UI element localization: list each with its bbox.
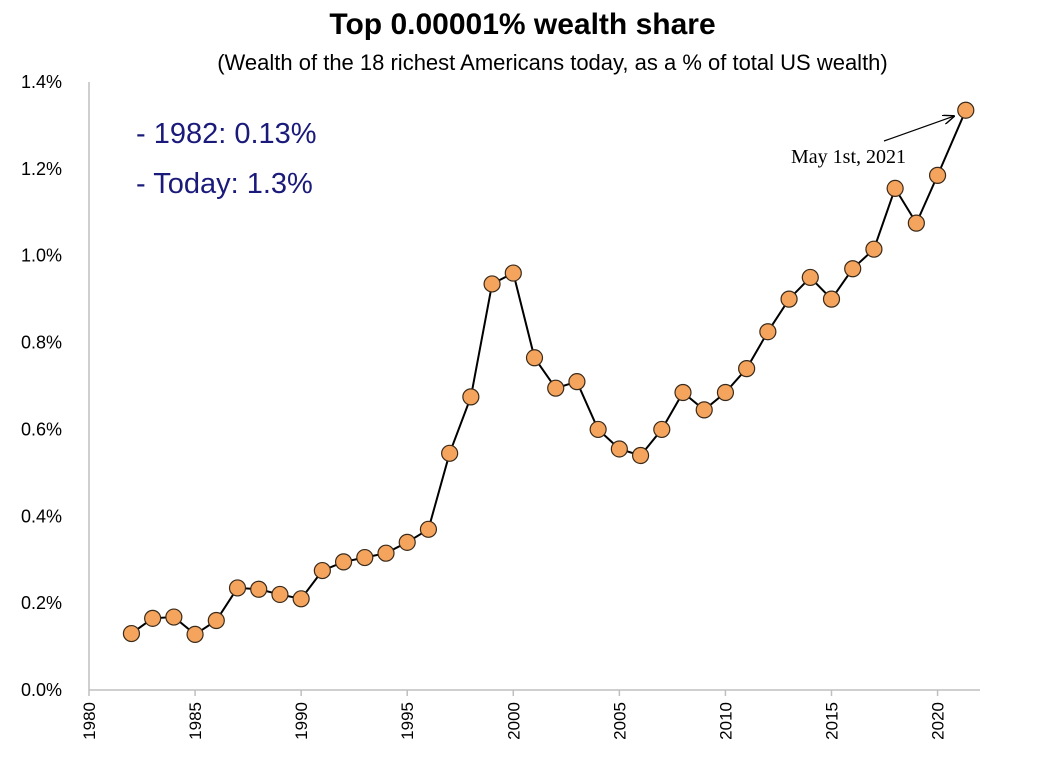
data-point <box>144 609 162 627</box>
data-point <box>759 323 777 341</box>
data-point <box>653 420 671 439</box>
y-tick-label: 1.2% <box>21 159 62 179</box>
data-point <box>695 401 713 419</box>
x-tick-label: 2000 <box>504 702 523 740</box>
data-point <box>483 275 501 293</box>
x-axis-ticks: 1980 1985 1990 1995 2000 2005 2010 2015 2020 <box>80 690 948 740</box>
series-points <box>122 101 975 644</box>
series-polyline <box>130 109 967 636</box>
chart-title: Top 0.00001% wealth share <box>329 8 716 41</box>
data-point <box>356 548 374 567</box>
data-point <box>313 561 331 580</box>
data-point <box>844 260 862 278</box>
stat-today: - Today: 1.3% <box>136 168 313 200</box>
x-tick-label: 1985 <box>186 702 205 740</box>
data-point <box>568 373 586 391</box>
data-point <box>780 290 798 308</box>
data-point <box>186 625 204 644</box>
data-point <box>716 383 735 402</box>
y-tick-label: 1.0% <box>21 246 62 266</box>
x-tick-label: 2005 <box>610 702 629 740</box>
data-point <box>886 179 904 197</box>
y-axis-ticks: 0.0% 0.2% 0.4% 0.6% 0.8% 1.0% 1.2% 1.4% <box>21 72 62 700</box>
data-point <box>674 383 692 402</box>
x-tick-label: 2010 <box>716 702 735 740</box>
data-point <box>738 360 756 378</box>
y-tick-label: 0.4% <box>21 506 62 526</box>
data-point <box>250 580 268 598</box>
data-point <box>165 608 183 626</box>
series-line <box>130 109 967 636</box>
data-point <box>292 590 310 608</box>
y-tick-label: 0.2% <box>21 593 62 613</box>
data-point <box>207 611 225 630</box>
y-tick-label: 0.6% <box>21 419 62 439</box>
data-point <box>801 268 819 287</box>
data-point <box>441 444 459 462</box>
data-point <box>334 553 353 571</box>
y-tick-label: 1.4% <box>21 72 62 92</box>
y-tick-label: 0.0% <box>21 680 62 700</box>
data-point <box>822 290 841 308</box>
annotation-label: May 1st, 2021 <box>791 146 906 168</box>
data-point <box>398 533 416 551</box>
y-tick-label: 0.8% <box>21 333 62 353</box>
x-tick-label: 1990 <box>292 702 311 740</box>
annotation-arrow <box>883 116 954 142</box>
data-point <box>928 166 947 184</box>
x-tick-label: 2015 <box>823 702 842 740</box>
data-point <box>865 240 883 258</box>
data-point <box>122 624 141 643</box>
x-tick-label: 1980 <box>80 702 99 740</box>
data-point <box>610 440 628 458</box>
data-point <box>377 544 395 562</box>
data-point <box>907 214 925 232</box>
stat-1982: - 1982: 0.13% <box>136 118 317 150</box>
x-tick-label: 2020 <box>929 702 948 740</box>
annotation: May 1st, 2021 <box>791 116 954 168</box>
data-point <box>419 520 438 538</box>
data-point <box>525 349 544 367</box>
data-point <box>504 264 522 282</box>
axes <box>88 82 980 691</box>
x-tick-label: 1995 <box>398 702 417 740</box>
data-point <box>957 101 975 119</box>
data-point <box>631 446 650 465</box>
data-point <box>462 388 480 406</box>
data-point <box>271 585 289 604</box>
data-point <box>547 379 565 397</box>
data-point <box>589 420 607 439</box>
chart-subtitle: (Wealth of the 18 richest Americans toda… <box>217 50 888 75</box>
data-point <box>228 579 247 597</box>
